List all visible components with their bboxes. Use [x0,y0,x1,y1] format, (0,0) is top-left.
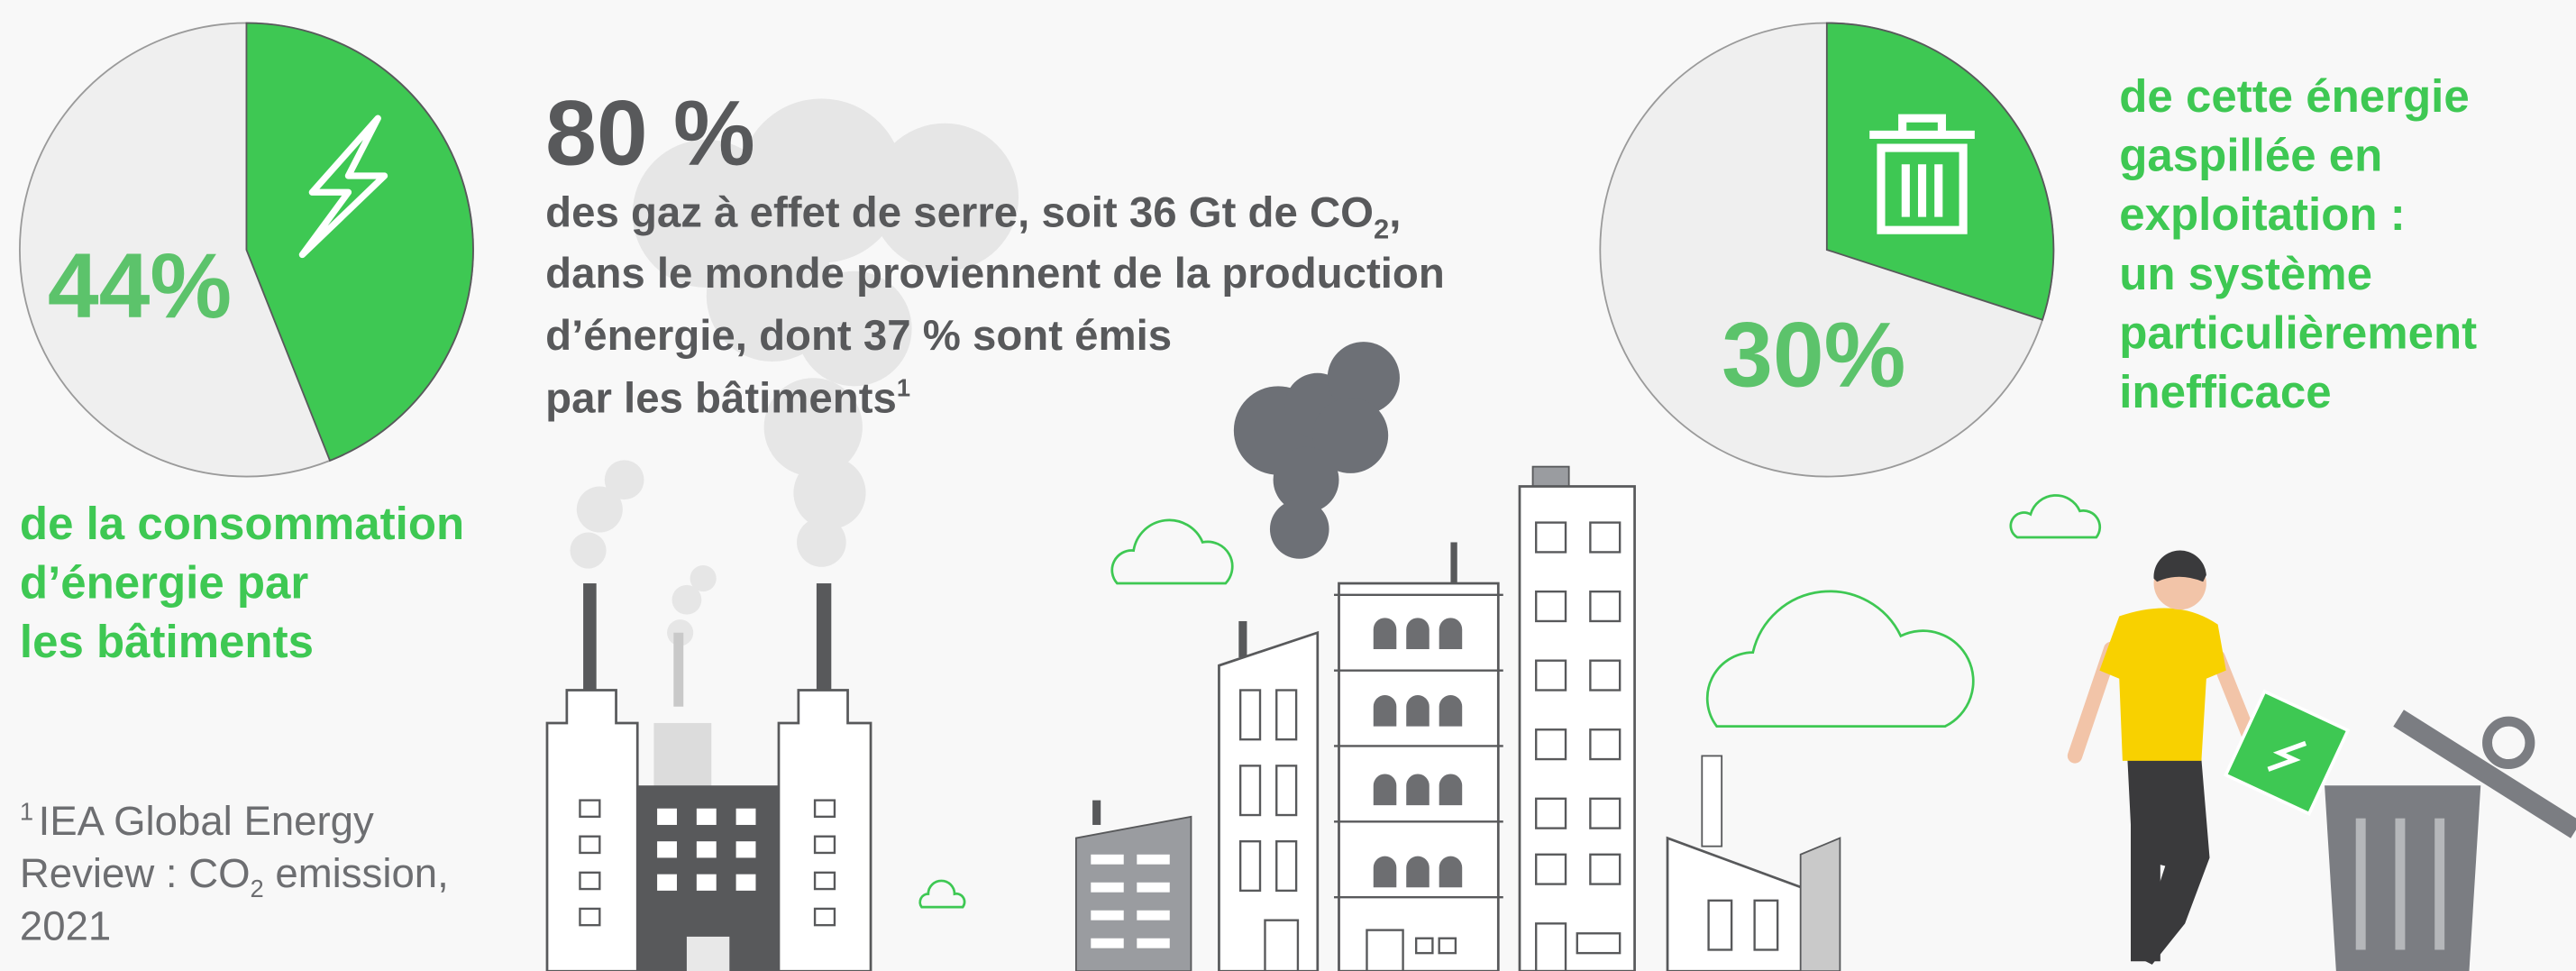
caption-line: d’énergie par [20,556,309,608]
superscript: 1 [20,797,33,825]
headline-text: par les bâtiments [545,374,897,422]
headline-line: d’énergie, dont 37 % sont émis [545,312,1172,360]
superscript: 1 [897,373,910,401]
caption-line: les bâtiments [20,616,314,667]
infographic: 44% 30% 80 % des gaz à effet de serre, s… [0,0,2576,971]
caption-line: exploitation : [2119,188,2405,240]
caption-line: particulièrement [2119,307,2477,358]
footnote-text: IEA Global Energy [39,798,374,844]
headline-text: dans le monde proviennent de la producti… [545,250,1445,298]
subscript: 2 [1374,213,1389,244]
footnote-text: Review : CO [20,850,251,896]
pie-value-label: 30% [1722,303,1905,406]
caption-line: gaspillée en [2119,130,2382,181]
headline-line: dans le monde proviennent de la producti… [545,250,1445,298]
caption-line: inefficace [2119,366,2331,417]
caption-line: de cette énergie [2119,70,2469,122]
caption-line: un système [2119,248,2372,299]
headline-line: des gaz à effet de serre, soit 36 Gt de … [545,189,1401,245]
footnote-line: Review : CO2 emission, [20,850,449,902]
headline-line: par les bâtiments1 [545,373,910,422]
headline-text: des gaz à effet de serre, soit 36 Gt de … [545,189,1374,237]
subscript: 2 [251,875,264,902]
footnote-text: 2021 [20,903,111,949]
pie-chart [1600,23,2053,477]
footnote-text: emission, [264,850,449,896]
pie-value-label: 44% [48,234,232,337]
footnote-line: 2021 [20,903,111,949]
headline-text: , [1389,189,1401,237]
headline-text: d’énergie, dont 37 % sont émis [545,312,1172,360]
caption-line: de la consommation [20,498,464,549]
headline-figure: 80 % [545,81,755,184]
